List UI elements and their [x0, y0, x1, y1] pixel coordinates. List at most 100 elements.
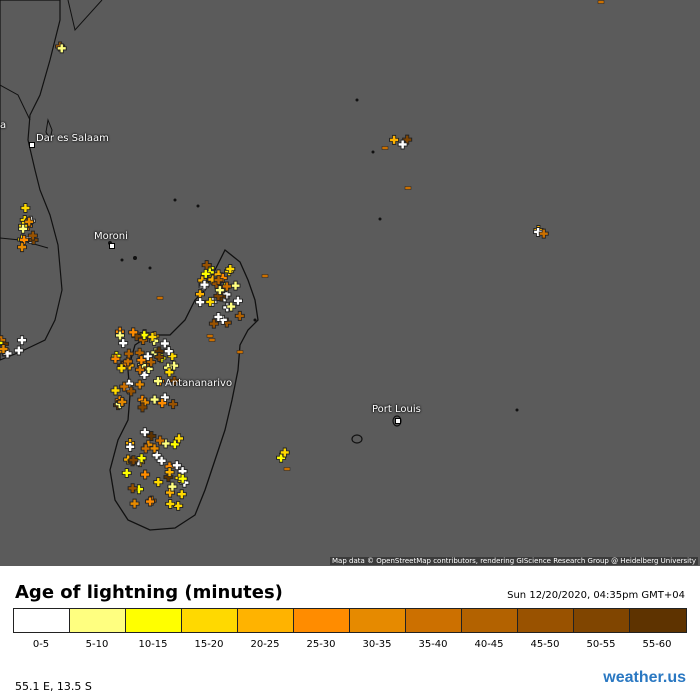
lightning-strike — [150, 395, 159, 404]
lightning-strike — [156, 436, 165, 445]
lightning-strike — [130, 499, 139, 508]
lightning-strike — [160, 393, 169, 402]
lightning-strike — [209, 319, 218, 328]
legend-swatch-label: 25-30 — [306, 639, 336, 650]
lightning-strike — [117, 364, 126, 373]
legend-swatch — [294, 609, 350, 632]
legend-title: Age of lightning (minutes) — [15, 582, 283, 603]
lightning-strike — [147, 358, 156, 367]
lightning-strike — [165, 368, 174, 377]
lightning-strike — [177, 490, 186, 499]
lightning-strike — [147, 432, 156, 441]
lightning-strike — [196, 290, 205, 299]
legend-swatch-label: 20-25 — [250, 639, 280, 650]
lightning-strike — [122, 468, 131, 477]
legend-swatch — [518, 609, 574, 632]
legend-swatch-label: 0-5 — [32, 639, 50, 650]
lightning-strike — [214, 276, 223, 285]
legend-swatch — [70, 609, 126, 632]
lightning-strike — [170, 440, 179, 449]
lightning-strike — [118, 397, 127, 406]
timestamp: Sun 12/20/2020, 04:35pm GMT+04 — [507, 590, 685, 601]
lightning-strike-dash — [206, 334, 214, 338]
lightning-strike — [140, 331, 149, 340]
lightning-strike-dash — [597, 0, 605, 4]
edge-label: a — [0, 120, 7, 131]
legend-swatch-label: 5-10 — [85, 639, 109, 650]
lightning-strike — [214, 312, 223, 321]
lightning-strike — [196, 298, 205, 307]
africa-coastline — [0, 0, 63, 361]
lightning-map[interactable]: a Dar es Salaam Moroni Antananarivo Port… — [0, 0, 700, 566]
lightning-strike-dash — [381, 146, 389, 150]
map-attribution[interactable]: Map data © OpenStreetMap contributors, r… — [330, 557, 698, 565]
lightning-strike — [235, 311, 244, 320]
lightning-strike — [141, 470, 150, 479]
city-marker — [395, 418, 401, 424]
lightning-strike — [119, 339, 128, 348]
lightning-strike — [166, 488, 175, 497]
lightning-strike-dash — [404, 186, 412, 190]
map-canvas — [0, 0, 605, 531]
lightning-strike-dash — [236, 350, 244, 354]
lightning-strike — [0, 341, 3, 345]
lightning-strike — [165, 468, 174, 477]
city-label-dar-es-salaam: Dar es Salaam — [36, 133, 109, 144]
lightning-strike — [160, 339, 169, 348]
cursor-coordinates: 55.1 E, 13.5 S — [15, 680, 92, 693]
lightning-strike — [123, 357, 132, 366]
legend-swatch — [406, 609, 462, 632]
legend-swatch-label: 55-60 — [642, 639, 672, 650]
lightning-strike — [161, 439, 170, 448]
legend-swatch-label: 50-55 — [586, 639, 616, 650]
lightning-strike — [19, 224, 28, 233]
legend-swatch — [574, 609, 630, 632]
lightning-strike — [539, 229, 548, 238]
lightning-strike — [178, 474, 187, 483]
small-islands — [108, 98, 519, 412]
lightning-strike — [120, 382, 129, 391]
lightning-strike — [154, 377, 163, 386]
lightning-strike — [129, 456, 138, 465]
lightning-strike — [128, 484, 137, 493]
lightning-strike — [57, 44, 66, 53]
lightning-strike — [127, 387, 136, 396]
legend-labels: 0-5 5-10 10-15 15-20 20-25 25-30 30-35 35-40 40-… — [13, 639, 685, 650]
lightning-strike — [152, 451, 161, 460]
lightning-strike — [398, 140, 407, 149]
lightning-strike — [115, 331, 124, 340]
legend-swatch-label: 45-50 — [530, 639, 560, 650]
lightning-strike — [202, 261, 211, 270]
lightning-strike — [21, 204, 30, 213]
brand-logo[interactable]: weather.us — [603, 669, 686, 686]
lightning-strike — [164, 347, 173, 356]
lightning-strike-dash — [156, 296, 164, 300]
legend-panel: Age of lightning (minutes) Sun 12/20/202… — [0, 566, 700, 700]
lightning-strike — [140, 428, 149, 437]
lightning-strike — [111, 354, 120, 363]
lightning-strike — [215, 286, 224, 295]
lightning-strike — [200, 280, 209, 289]
lightning-strike — [111, 386, 120, 395]
country-border — [67, 0, 103, 32]
city-marker — [29, 142, 35, 148]
legend-swatch — [238, 609, 294, 632]
city-label-antananarivo: Antananarivo — [165, 378, 233, 389]
legend-swatch — [126, 609, 182, 632]
lightning-strike — [222, 282, 231, 291]
lightning-strike — [157, 456, 166, 465]
legend-swatch-label: 10-15 — [138, 639, 168, 650]
lightning-strike — [227, 302, 236, 311]
city-label-moroni: Moroni — [94, 231, 128, 242]
lightning-strike-dash — [283, 467, 291, 471]
lightning-strikes — [0, 0, 605, 511]
lightning-strike — [166, 499, 175, 508]
lightning-strike — [0, 345, 8, 354]
legend-swatch — [350, 609, 406, 632]
lightning-strike — [154, 478, 163, 487]
lightning-strike — [25, 217, 34, 226]
reunion-island — [351, 434, 363, 444]
lightning-strike — [174, 501, 183, 510]
legend-swatch — [630, 609, 686, 632]
lightning-strike — [14, 346, 23, 355]
